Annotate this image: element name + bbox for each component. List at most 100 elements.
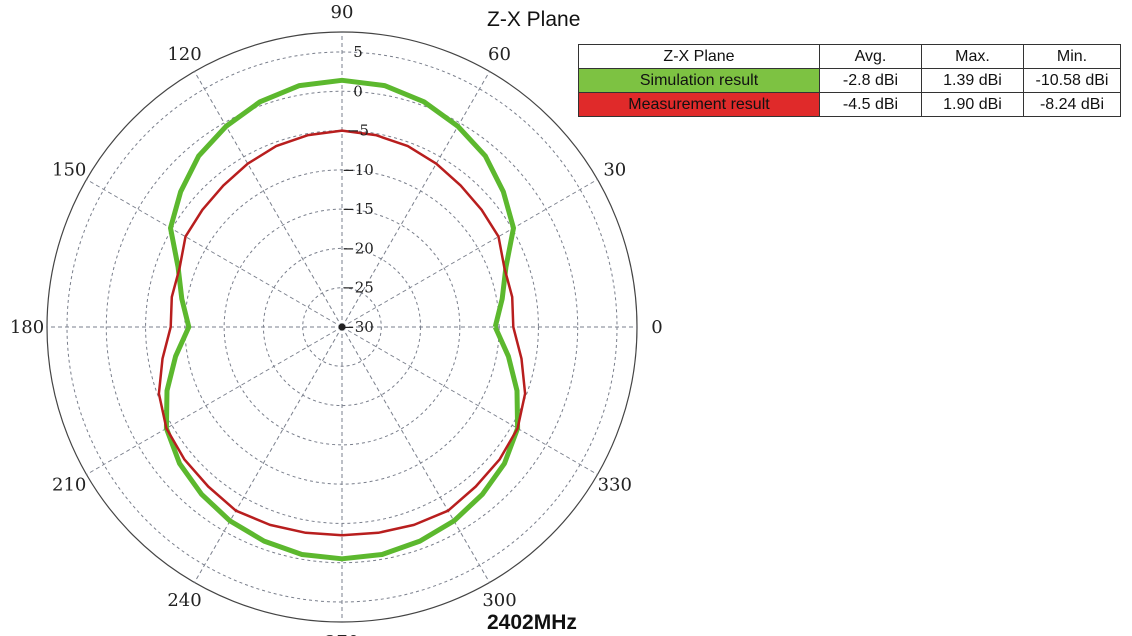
data-point-simulation-270: [341, 558, 343, 560]
data-point-simulation-60: [457, 125, 459, 128]
grid-ring-4: [223, 208, 461, 446]
data-point-measurement-140: [201, 209, 204, 211]
stats-header-row: Z-X Plane Avg. Max. Min.: [578, 44, 1121, 69]
data-point-simulation-40: [502, 190, 505, 193]
data-point-measurement-180: [169, 326, 172, 328]
angle-label-30: 30: [603, 160, 626, 181]
polar-grid: [46, 31, 638, 623]
data-point-measurement-40: [480, 209, 483, 211]
data-point-measurement-340: [524, 392, 526, 395]
data-point-simulation-190: [174, 355, 177, 358]
data-point-simulation-130: [197, 155, 200, 157]
data-point-measurement-310: [475, 485, 477, 488]
grid-spoke-210: [86, 326, 343, 475]
data-point-measurement-30: [497, 235, 500, 238]
data-point-measurement-170: [171, 296, 173, 298]
data-point-simulation-310: [481, 493, 484, 496]
data-point-measurement-10: [511, 296, 513, 298]
data-point-simulation-70: [423, 101, 425, 103]
data-point-measurement-60: [435, 162, 438, 165]
data-point-measurement-80: [375, 134, 377, 136]
data-point-simulation-280: [381, 553, 383, 556]
grid-ring-1: [105, 90, 579, 564]
data-point-simulation-120: [225, 125, 227, 128]
radial-label-7: −30: [342, 318, 374, 336]
radial-label-0: 5: [353, 43, 363, 61]
header-max: Max.: [921, 44, 1024, 69]
data-point-measurement-150: [184, 235, 187, 238]
angle-label-240: 240: [167, 590, 201, 611]
polar-labels: 0 30 60 90 120 150 180 210 240 270 300 330 5 0 −5 −10 −1…: [10, 2, 663, 636]
data-point-measurement-320: [498, 458, 501, 461]
angle-label-60: 60: [488, 44, 511, 65]
polar-chart: 0 30 60 90 120 150 180 210 240 270 300 330 5 0 −5 −10 −1…: [10, 2, 663, 636]
data-point-simulation-300: [453, 520, 455, 522]
data-point-simulation-320: [503, 462, 506, 465]
data-point-measurement-50: [459, 184, 462, 187]
data-point-measurement-20: [503, 267, 506, 269]
data-point-simulation-150: [169, 227, 172, 229]
grid-spoke-150: [86, 179, 343, 328]
data-point-simulation-200: [166, 389, 168, 392]
data-point-measurement-270: [341, 534, 343, 536]
grid-ring-6: [302, 287, 382, 367]
angle-label-0: 0: [651, 317, 662, 338]
angle-label-330: 330: [598, 475, 632, 496]
data-point-measurement-240: [235, 509, 237, 512]
data-point-simulation-50: [484, 155, 487, 157]
data-point-measurement-300: [447, 509, 449, 512]
data-point-measurement-350: [520, 357, 523, 360]
data-point-simulation-220: [178, 462, 181, 465]
data-point-measurement-110: [275, 145, 278, 147]
grid-spoke-60: [341, 71, 490, 328]
grid-spoke-30: [341, 179, 598, 328]
angle-label-270: 270: [325, 632, 359, 636]
radial-label-3: −10: [342, 161, 374, 179]
data-point-measurement-330: [516, 427, 519, 430]
grid-spoke-240: [194, 326, 343, 583]
chart-title: Z-X Plane: [487, 8, 581, 31]
data-point-measurement-280: [377, 532, 380, 534]
data-point-measurement-0: [512, 326, 515, 328]
data-point-measurement-260: [304, 532, 307, 534]
simulation-avg: -2.8 dBi: [819, 68, 922, 93]
grid-spoke-300: [341, 326, 490, 583]
grid-spoke-330: [341, 326, 598, 475]
data-point-measurement-200: [158, 392, 160, 395]
simulation-max: 1.39 dBi: [921, 68, 1024, 93]
stats-table: Z-X Plane Avg. Max. Min. Simulation resu…: [578, 44, 1121, 117]
data-point-simulation-240: [229, 520, 231, 522]
data-point-simulation-0: [494, 326, 497, 328]
data-point-measurement-290: [413, 524, 415, 526]
data-point-measurement-90: [341, 129, 343, 132]
angle-label-210: 210: [52, 475, 86, 496]
data-point-measurement-120: [246, 162, 249, 165]
radial-label-2: −5: [347, 122, 369, 140]
data-point-measurement-160: [178, 267, 181, 269]
angle-label-120: 120: [167, 44, 201, 65]
measurement-min: -8.24 dBi: [1023, 92, 1121, 117]
measurement-avg: -4.5 dBi: [819, 92, 922, 117]
radial-label-6: −25: [342, 279, 374, 297]
data-point-measurement-250: [269, 524, 271, 526]
legend-measurement: Measurement result: [578, 92, 820, 117]
data-point-measurement-70: [407, 145, 409, 147]
angle-label-90: 90: [331, 2, 354, 23]
radial-label-5: −20: [342, 239, 374, 257]
angle-label-180: 180: [10, 317, 44, 338]
simulation-min: -10.58 dBi: [1023, 68, 1121, 93]
data-point-simulation-180: [188, 326, 190, 328]
measurement-max: 1.90 dBi: [921, 92, 1024, 117]
legend-simulation: Simulation result: [578, 68, 820, 93]
data-point-simulation-170: [181, 298, 183, 300]
center-dot: [338, 323, 346, 331]
data-point-measurement-210: [165, 427, 168, 430]
polar-series: [157, 77, 527, 562]
angle-label-300: 300: [482, 590, 516, 611]
data-point-simulation-30: [512, 227, 515, 229]
radial-label-1: 0: [353, 82, 363, 100]
data-point-measurement-100: [307, 134, 310, 136]
data-point-simulation-10: [501, 298, 504, 300]
chart-subtitle: 2402MHz: [487, 611, 577, 634]
data-point-measurement-130: [222, 184, 225, 187]
